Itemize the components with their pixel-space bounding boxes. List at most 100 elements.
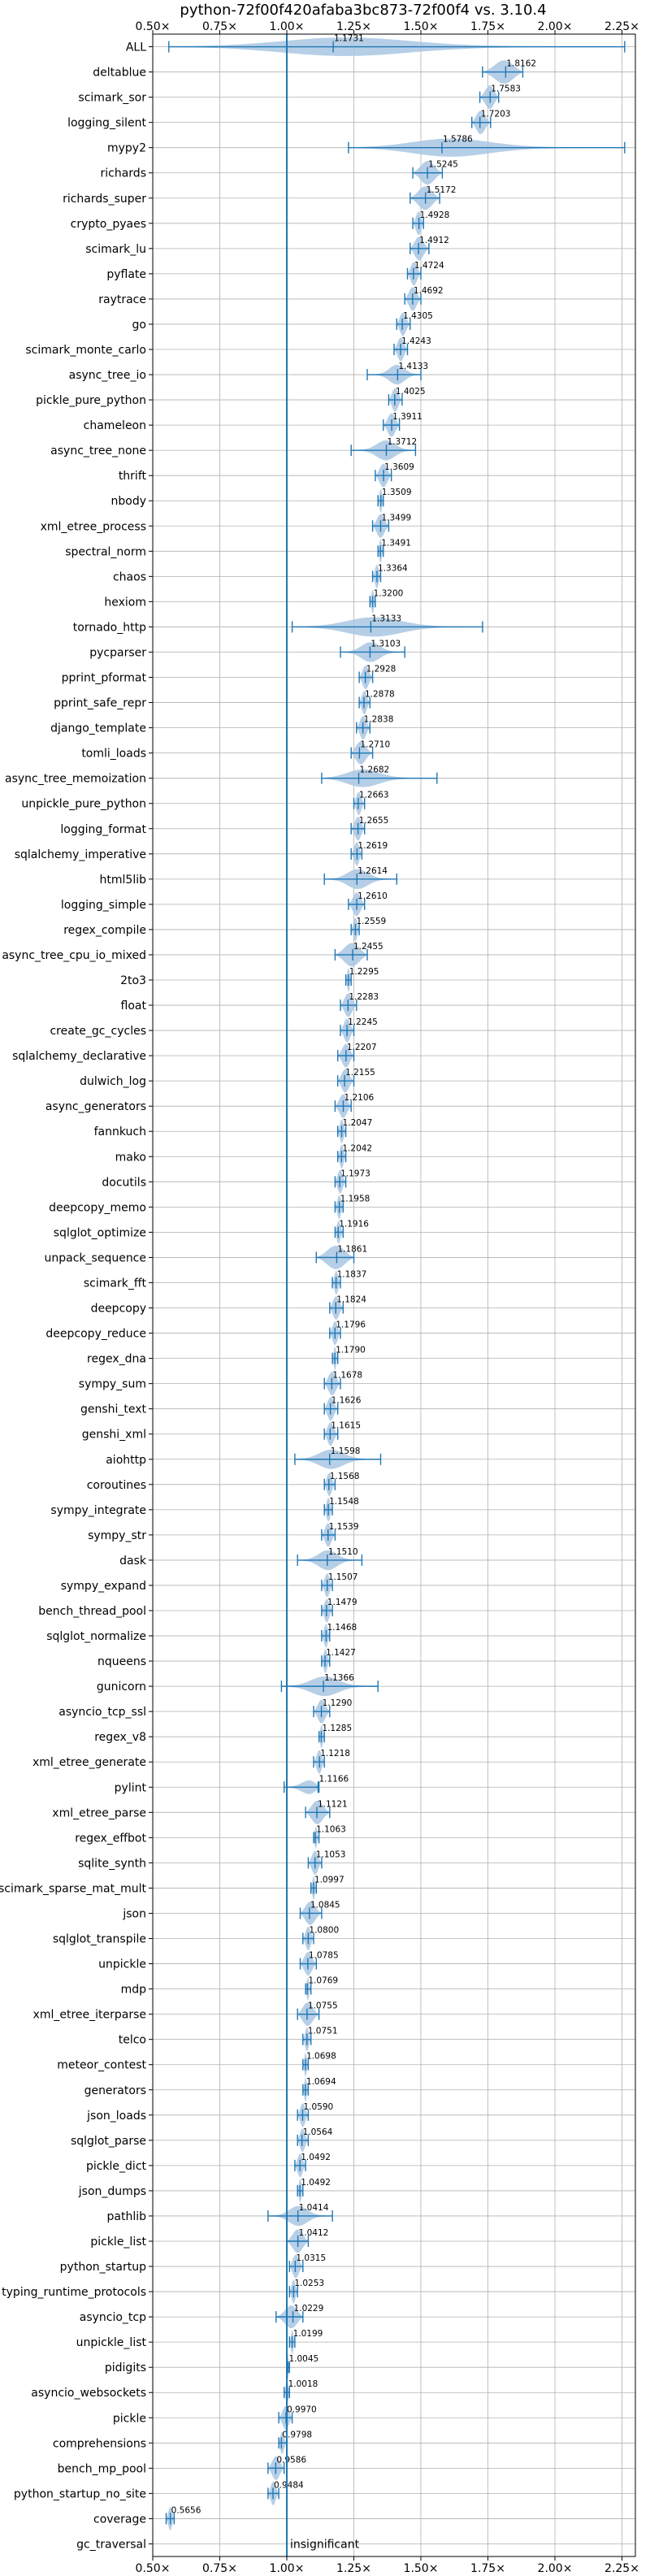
median-value-label: 1.1615: [331, 1421, 361, 1431]
category-label: regex_v8: [94, 1731, 146, 1744]
category-label: unpickle: [98, 1958, 146, 1971]
category-label: sqlglot_normalize: [46, 1630, 146, 1643]
category-label: scimark_fft: [84, 1277, 147, 1290]
plot-frame: [152, 33, 636, 2557]
category-label: sqlite_synth: [78, 1857, 146, 1870]
category-label: xml_etree_process: [41, 520, 146, 533]
category-label: deepcopy_memo: [49, 1201, 146, 1214]
category-label: xml_etree_iterparse: [33, 2009, 146, 2022]
category-label: typing_runtime_protocols: [2, 2286, 146, 2299]
median-value-label: 1.3133: [371, 614, 401, 623]
median-value-label: 0.9484: [274, 2480, 304, 2490]
median-value-label: 1.3609: [384, 462, 414, 472]
median-value-label: 1.2455: [353, 942, 384, 952]
category-label: telco: [119, 2034, 146, 2047]
category-label: scimark_lu: [85, 243, 146, 256]
x-tick-label-bottom: 1.50×: [404, 2562, 439, 2575]
median-value-label: 1.1218: [320, 1749, 350, 1759]
category-label: genshi_text: [80, 1403, 147, 1416]
category-label: django_template: [50, 722, 146, 735]
median-value-label: 1.4243: [401, 336, 431, 346]
category-label: richards_super: [63, 193, 146, 206]
category-label: scimark_sor: [78, 92, 146, 105]
category-label: json: [122, 1907, 146, 1920]
median-value-label: 1.1916: [339, 1219, 369, 1229]
value-labels: 1.1731 1.8162 1.7583 1.7203 1.5786 1.5245 1.51…: [171, 34, 536, 2552]
median-value-label: 1.0785: [309, 1951, 339, 1961]
median-value-label: 1.0698: [306, 2052, 336, 2062]
median-value-label: 1.1568: [330, 1472, 360, 1481]
category-label: asyncio_tcp_ssl: [58, 1706, 146, 1719]
category-label: html5lib: [100, 874, 147, 887]
category-label: deltablue: [93, 67, 146, 80]
category-label: unpack_sequence: [45, 1251, 146, 1264]
category-label: regex_dna: [87, 1353, 146, 1366]
category-label: async_tree_io: [69, 369, 146, 382]
median-value-label: 1.1973: [340, 1169, 370, 1178]
category-label: genshi_xml: [82, 1429, 146, 1442]
median-value-label: 1.2106: [344, 1093, 374, 1103]
category-label: sympy_expand: [61, 1580, 146, 1593]
median-value-label: 1.1958: [340, 1194, 370, 1203]
median-value-label: 1.1790: [336, 1346, 366, 1355]
x-tick-label-bottom: 1.00×: [270, 2562, 305, 2575]
median-value-label: 1.2155: [345, 1068, 375, 1078]
median-value-label: 1.4133: [398, 362, 428, 371]
category-label: deepcopy_reduce: [46, 1328, 146, 1341]
median-value-label: 1.0414: [299, 2203, 329, 2213]
chart-title: python-72f00f420afaba3bc873-72f00f4 vs. …: [180, 2, 546, 19]
category-label: crypto_pyaes: [71, 218, 146, 231]
median-value-label: 1.1479: [327, 1598, 358, 1607]
x-tick-label-bottom: 1.75×: [470, 2562, 505, 2575]
median-value-label: 1.0315: [296, 2253, 326, 2263]
category-label: pprint_safe_repr: [54, 697, 146, 710]
category-label: regex_compile: [63, 924, 146, 937]
median-value-label: 1.0412: [299, 2228, 329, 2238]
category-label: regex_effbot: [75, 1832, 146, 1845]
category-label: nbody: [111, 495, 147, 508]
median-value-label: 1.5172: [427, 185, 457, 195]
median-value-label: 1.5786: [443, 135, 473, 145]
x-tick-label-bottom: 0.50×: [136, 2562, 171, 2575]
median-value-label: 1.3911: [392, 412, 422, 422]
x-tick-label-top: 0.50×: [136, 20, 171, 33]
median-value-label: 1.1824: [336, 1295, 366, 1305]
category-label: async_tree_memoization: [5, 773, 146, 786]
median-value-label: 1.1539: [329, 1522, 359, 1532]
insignificant-label: insignificant: [290, 2538, 360, 2551]
category-label: chameleon: [84, 419, 146, 432]
median-value-label: 1.0590: [303, 2102, 333, 2112]
category-label: aiohttp: [106, 1454, 146, 1467]
median-value-label: 1.3200: [374, 588, 404, 598]
median-value-label: 1.7203: [481, 110, 511, 119]
median-value-label: 1.0800: [309, 1926, 339, 1936]
category-label: pathlib: [107, 2210, 147, 2223]
median-value-label: 1.2710: [360, 740, 390, 750]
median-value-label: 1.2838: [364, 715, 394, 725]
median-value-label: 1.3712: [387, 437, 417, 447]
category-label: pylint: [115, 1781, 147, 1794]
category-label: thrift: [119, 470, 147, 483]
x-tick-label-top: 1.25×: [336, 20, 371, 33]
median-value-label: 1.2610: [358, 891, 388, 901]
median-value-label: 1.0564: [303, 2127, 333, 2137]
category-label: unpickle_pure_python: [21, 798, 146, 811]
median-value-label: 1.4912: [419, 236, 449, 245]
median-value-label: 1.1678: [332, 1371, 362, 1381]
category-label: hexiom: [104, 596, 146, 609]
category-label: unpickle_list: [76, 2336, 147, 2349]
category-label: pyflate: [106, 268, 146, 281]
median-value-label: 1.1063: [316, 1824, 346, 1834]
category-label: json_loads: [86, 2110, 146, 2123]
x-tick-label-top: 1.00×: [270, 20, 305, 33]
category-label: scimark_monte_carlo: [25, 344, 146, 357]
category-label: spectral_norm: [65, 545, 146, 558]
category-label: json_dumps: [78, 2185, 146, 2198]
category-label: 2to3: [120, 974, 146, 987]
category-label: dulwich_log: [80, 1075, 146, 1088]
median-value-label: 1.1731: [334, 34, 364, 44]
category-label: xml_etree_parse: [52, 1806, 146, 1819]
median-value-label: 1.8162: [506, 59, 536, 69]
category-label: pickle: [113, 2412, 146, 2425]
median-value-label: 1.5245: [428, 160, 458, 170]
